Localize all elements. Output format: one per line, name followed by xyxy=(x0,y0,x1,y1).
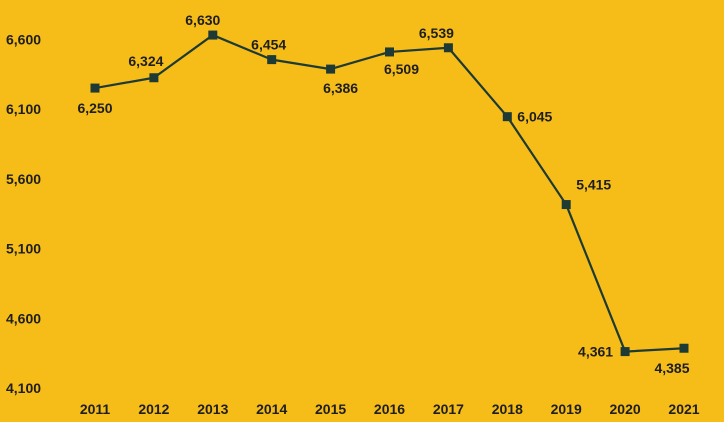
x-tick-label: 2016 xyxy=(374,401,405,417)
y-axis: 4,100 4,600 5,100 5,600 6,100 6,600 xyxy=(6,31,41,396)
data-point-marker xyxy=(267,55,277,65)
data-label: 6,630 xyxy=(185,12,220,28)
x-tick-label: 2012 xyxy=(138,401,169,417)
y-tick-label: 5,600 xyxy=(6,171,41,187)
data-point-marker xyxy=(679,343,689,353)
series-line xyxy=(94,33,685,353)
y-tick-label: 6,100 xyxy=(6,101,41,117)
data-point-marker xyxy=(208,30,218,40)
x-tick-label: 2018 xyxy=(492,401,523,417)
data-label: 6,454 xyxy=(251,37,286,53)
x-tick-label: 2017 xyxy=(433,401,464,417)
y-tick-label: 5,100 xyxy=(6,241,41,257)
y-tick-label: 6,600 xyxy=(6,31,41,47)
x-tick-label: 2014 xyxy=(256,401,287,417)
y-tick-label: 4,600 xyxy=(6,310,41,326)
data-label: 4,385 xyxy=(654,360,689,376)
series-polyline xyxy=(94,33,685,353)
data-point-marker xyxy=(385,47,394,57)
data-point-marker xyxy=(326,64,336,74)
data-point-marker xyxy=(90,83,100,93)
x-tick-label: 2013 xyxy=(197,401,228,417)
data-label: 6,509 xyxy=(384,61,419,77)
data-point-marker xyxy=(443,43,453,53)
data-label: 5,415 xyxy=(576,177,611,193)
x-tick-label: 2020 xyxy=(610,401,641,417)
x-tick-label: 2015 xyxy=(315,401,346,417)
data-label: 6,045 xyxy=(517,109,552,125)
data-point-marker xyxy=(502,112,512,122)
x-tick-label: 2021 xyxy=(668,401,699,417)
data-label: 6,250 xyxy=(77,100,112,116)
x-tick-label: 2011 xyxy=(80,401,111,417)
x-tick-label: 2019 xyxy=(551,401,582,417)
data-label: 6,539 xyxy=(419,25,454,41)
data-label: 6,386 xyxy=(323,80,358,96)
data-labels: 6,250 6,324 6,630 6,454 6,386 6,509 6,539 6,045… xyxy=(77,12,689,376)
y-tick-label: 4,100 xyxy=(6,380,41,396)
data-label: 4,361 xyxy=(578,344,613,360)
data-label: 6,324 xyxy=(128,53,163,69)
x-axis: 2011 2012 2013 2014 2015 2016 2017 2018 2019 2020… xyxy=(80,401,700,417)
data-point-marker xyxy=(620,347,630,357)
data-point-marker xyxy=(561,200,571,210)
data-point-marker xyxy=(149,73,159,83)
data-markers xyxy=(90,30,689,357)
